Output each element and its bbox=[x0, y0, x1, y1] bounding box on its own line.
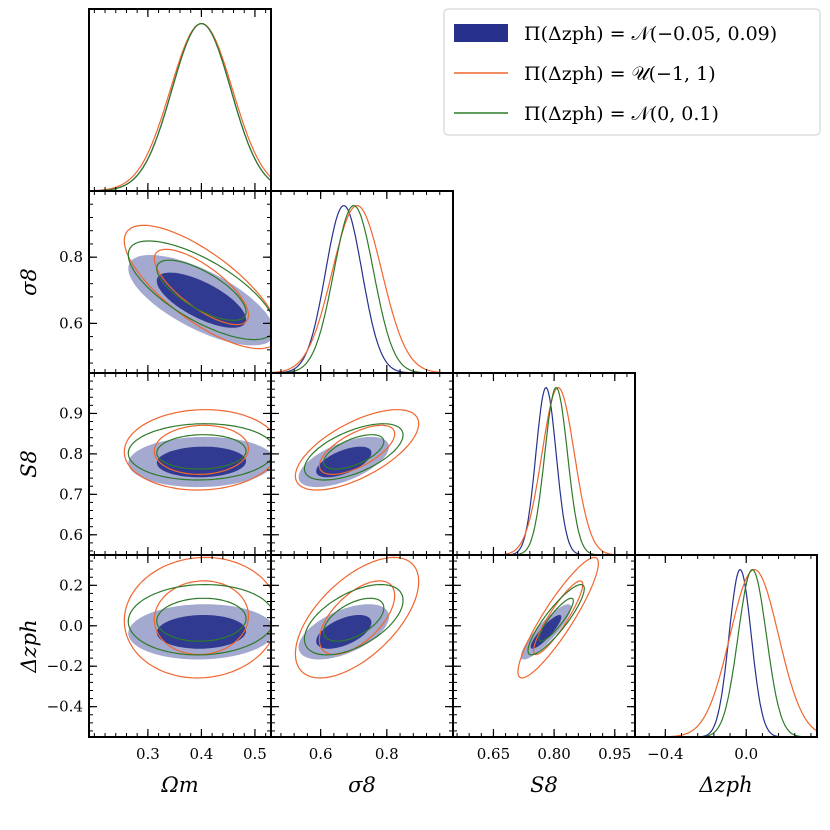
legend-entry: Π(Δzph) = 𝒰(−1, 1) bbox=[524, 63, 716, 85]
x-tick-label: 0.65 bbox=[477, 745, 510, 763]
contour-95-line-2 bbox=[127, 584, 271, 656]
y-tick-label: 0.6 bbox=[59, 526, 83, 544]
x-tick-label: 0.0 bbox=[734, 745, 758, 763]
x-tick-label: 0.6 bbox=[309, 745, 333, 763]
y-tick-label: 0.8 bbox=[59, 445, 83, 463]
contour-68-fill-0 bbox=[530, 615, 562, 649]
y-tick-label: 0.8 bbox=[59, 248, 83, 266]
contour-68-line-1 bbox=[318, 580, 396, 656]
panel-frame-3-3 bbox=[634, 554, 818, 738]
marginal-curve-2 bbox=[271, 204, 453, 373]
marginal-curve-1 bbox=[271, 205, 453, 373]
marginal-curve-1 bbox=[635, 568, 817, 737]
x-axis-label: Ωm bbox=[160, 773, 198, 797]
contour-68-line-2 bbox=[156, 259, 247, 321]
y-tick-label: −0.4 bbox=[47, 698, 83, 716]
tick-marks bbox=[89, 9, 812, 737]
contour-68-fill-0 bbox=[156, 446, 247, 478]
marginal-curve-2 bbox=[89, 23, 271, 191]
contour-95-line-1 bbox=[294, 556, 420, 679]
x-tick-label: 0.3 bbox=[136, 745, 160, 763]
marginal-curve-1 bbox=[89, 23, 271, 191]
y-axis-label: Δzph bbox=[17, 619, 41, 673]
contour-95-line-1 bbox=[294, 409, 420, 491]
contour-68-fill-0 bbox=[316, 446, 372, 478]
contour-68-line-2 bbox=[323, 597, 385, 642]
marginal-curve-0 bbox=[635, 569, 817, 737]
marginal-curve-0 bbox=[271, 204, 453, 373]
y-tick-label: 0.7 bbox=[59, 485, 83, 503]
y-tick-label: 0.6 bbox=[59, 314, 83, 332]
contour-68-fill-0 bbox=[156, 615, 246, 649]
y-tick-label: 0.2 bbox=[59, 576, 83, 594]
marginal-curve-0 bbox=[453, 386, 635, 555]
y-tick-label: 0.0 bbox=[59, 617, 83, 635]
y-axis-label: σ8 bbox=[17, 268, 41, 296]
contour-95-line-2 bbox=[303, 584, 404, 656]
axis-labels: 0.3 0.4 0.5 Ωm 0.6 0.8 σ8 0.65 0.80 0.95 S8 −0.4 0.0… bbox=[17, 248, 758, 797]
x-tick-label: −0.4 bbox=[647, 745, 683, 763]
marginal-curve-2 bbox=[453, 387, 635, 555]
x-tick-label: 0.4 bbox=[189, 745, 213, 763]
contour-95-line-2 bbox=[127, 423, 271, 481]
contour-68-line-2 bbox=[156, 597, 247, 642]
contour-95-line-1 bbox=[123, 409, 271, 491]
contour-95-line-2 bbox=[303, 423, 404, 481]
legend-box bbox=[443, 8, 821, 136]
panel-frame-0-0 bbox=[88, 8, 272, 192]
legend-entry: Π(Δzph) = 𝒩(0, 0.1) bbox=[524, 103, 719, 125]
x-tick-label: 0.95 bbox=[598, 745, 631, 763]
legend-entry: Π(Δzph) = 𝒩(−0.05, 0.09) bbox=[524, 23, 777, 45]
contour-68-line-2 bbox=[322, 434, 385, 470]
marginal-curve-2 bbox=[635, 568, 817, 737]
x-tick-label: 0.8 bbox=[375, 745, 399, 763]
contour-95-line-1 bbox=[517, 556, 599, 679]
contour-95-line-2 bbox=[527, 584, 585, 656]
x-tick-label: 0.5 bbox=[243, 745, 267, 763]
marginal-curve-0 bbox=[89, 23, 271, 191]
contour-68-fill-0 bbox=[156, 272, 247, 328]
x-axis-label: Δzph bbox=[698, 773, 752, 797]
x-tick-label: 0.80 bbox=[537, 745, 570, 763]
contour-68-line-1 bbox=[153, 424, 250, 475]
y-tick-label: −0.2 bbox=[47, 657, 83, 675]
y-tick-label: 0.9 bbox=[59, 404, 83, 422]
legend-swatch bbox=[454, 24, 508, 42]
contour-68-line-2 bbox=[538, 597, 574, 642]
contour-68-line-1 bbox=[318, 424, 396, 475]
panel-frames bbox=[88, 8, 818, 738]
marginal-curve-1 bbox=[453, 386, 635, 555]
contour-68-line-1 bbox=[153, 248, 250, 326]
y-axis-label: S8 bbox=[17, 450, 41, 478]
x-axis-label: S8 bbox=[530, 773, 558, 797]
x-axis-label: σ8 bbox=[348, 773, 376, 797]
legend: Π(Δzph) = 𝒩(−0.05, 0.09) Π(Δzph) = 𝒰(−1, … bbox=[443, 8, 821, 136]
contour-68-line-2 bbox=[156, 434, 247, 470]
